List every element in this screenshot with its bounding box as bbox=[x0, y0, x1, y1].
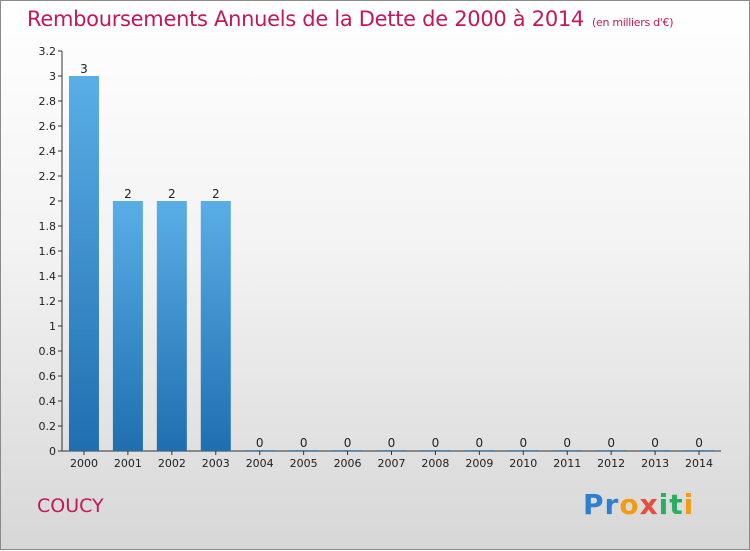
bar-2011 bbox=[552, 450, 583, 451]
logo-letter: x bbox=[639, 488, 659, 521]
x-tick-label-2012: 2012 bbox=[597, 457, 625, 470]
bar-2010 bbox=[508, 450, 539, 451]
bar-2003 bbox=[200, 201, 231, 451]
bar-2000 bbox=[68, 76, 99, 451]
logo-letter: P bbox=[583, 488, 605, 521]
value-label-2014: 0 bbox=[695, 436, 703, 450]
y-tick-label: 0.4 bbox=[39, 395, 57, 408]
bar-2006 bbox=[332, 450, 363, 451]
value-label-2011: 0 bbox=[563, 436, 571, 450]
y-tick-label: 2 bbox=[49, 195, 56, 208]
value-label-2013: 0 bbox=[651, 436, 659, 450]
x-tick-label-2003: 2003 bbox=[202, 457, 230, 470]
x-tick-label-2006: 2006 bbox=[334, 457, 362, 470]
bar-2007 bbox=[376, 450, 407, 451]
chart-unit: (en milliers d'€) bbox=[592, 16, 674, 29]
y-tick-label: 2.6 bbox=[39, 120, 57, 133]
bar-2004 bbox=[244, 450, 275, 451]
bar-2014 bbox=[684, 450, 715, 451]
y-tick-label: 3 bbox=[49, 70, 56, 83]
bar-2002 bbox=[156, 201, 187, 451]
bar-2005 bbox=[288, 450, 319, 451]
x-tick-label-2000: 2000 bbox=[70, 457, 98, 470]
x-tick-label-2010: 2010 bbox=[509, 457, 537, 470]
y-tick-label: 0 bbox=[49, 445, 56, 458]
value-label-2004: 0 bbox=[256, 436, 264, 450]
value-label-2003: 2 bbox=[212, 187, 220, 201]
value-label-2009: 0 bbox=[476, 436, 484, 450]
bar-2013 bbox=[640, 450, 671, 451]
value-label-2001: 2 bbox=[124, 187, 132, 201]
x-tick-label-2014: 2014 bbox=[685, 457, 713, 470]
x-tick-label-2008: 2008 bbox=[421, 457, 449, 470]
logo-letter: t bbox=[669, 488, 684, 521]
y-tick-label: 1.4 bbox=[39, 270, 57, 283]
x-tick-label-2001: 2001 bbox=[114, 457, 142, 470]
logo-letter: i bbox=[683, 488, 695, 521]
logo-letter: o bbox=[619, 488, 640, 521]
logo-letter: r bbox=[604, 488, 620, 521]
y-tick-label: 0.6 bbox=[39, 370, 57, 383]
chart-title-text: Remboursements Annuels de la Dette de 20… bbox=[27, 7, 584, 31]
value-label-2005: 0 bbox=[300, 436, 308, 450]
value-label-2012: 0 bbox=[607, 436, 615, 450]
x-tick-label-2011: 2011 bbox=[553, 457, 581, 470]
chart-title: Remboursements Annuels de la Dette de 20… bbox=[27, 7, 673, 31]
x-tick-label-2009: 2009 bbox=[465, 457, 493, 470]
value-label-2002: 2 bbox=[168, 187, 176, 201]
value-label-2010: 0 bbox=[519, 436, 527, 450]
proxiti-logo: Proxiti bbox=[583, 488, 694, 521]
commune-name: COUCY bbox=[37, 495, 104, 517]
value-label-2007: 0 bbox=[388, 436, 396, 450]
y-tick-label: 0.2 bbox=[39, 420, 57, 433]
x-tick-label-2005: 2005 bbox=[290, 457, 318, 470]
x-tick-label-2002: 2002 bbox=[158, 457, 186, 470]
x-tick-label-2004: 2004 bbox=[246, 457, 274, 470]
y-tick-label: 0.8 bbox=[39, 345, 57, 358]
x-tick-label-2013: 2013 bbox=[641, 457, 669, 470]
y-tick-label: 2.2 bbox=[39, 170, 57, 183]
value-label-2000: 3 bbox=[80, 62, 88, 76]
logo-letter: i bbox=[658, 488, 670, 521]
bar-2012 bbox=[596, 450, 627, 451]
y-tick-label: 1.2 bbox=[39, 295, 57, 308]
bar-2009 bbox=[464, 450, 495, 451]
y-tick-label: 1.6 bbox=[39, 245, 57, 258]
y-tick-label: 3.2 bbox=[39, 45, 57, 58]
bar-2008 bbox=[420, 450, 451, 451]
value-label-2006: 0 bbox=[344, 436, 352, 450]
y-tick-label: 2.8 bbox=[39, 95, 57, 108]
x-tick-label-2007: 2007 bbox=[378, 457, 406, 470]
y-tick-label: 1.8 bbox=[39, 220, 57, 233]
y-tick-label: 1 bbox=[49, 320, 56, 333]
value-label-2008: 0 bbox=[432, 436, 440, 450]
y-tick-label: 2.4 bbox=[39, 145, 57, 158]
bar-2001 bbox=[112, 201, 143, 451]
